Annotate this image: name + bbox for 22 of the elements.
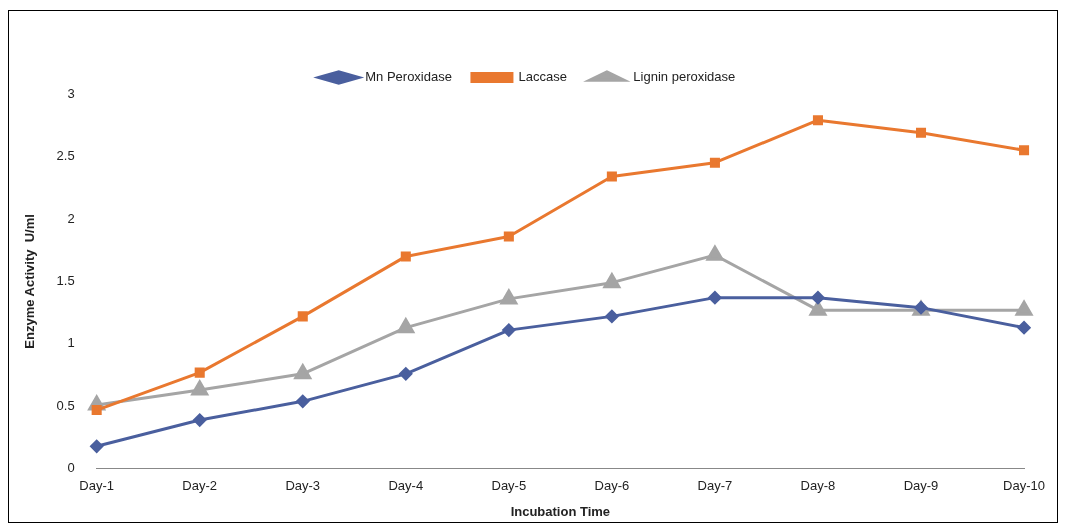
y-tick-label: 1.5 <box>56 272 75 288</box>
legend-label: Lignin peroxidase <box>633 69 736 85</box>
y-tick-label: 2.5 <box>56 148 75 164</box>
y-tick-label: 1 <box>67 335 75 351</box>
y-tick-label: 3 <box>67 85 75 101</box>
x-tick-label: Day-10 <box>1003 478 1046 494</box>
x-tick-label: Day-6 <box>594 478 630 494</box>
y-tick-label: 0.5 <box>56 397 75 413</box>
y-tick-label: 0 <box>67 460 75 476</box>
x-tick-label: Day-3 <box>285 478 321 494</box>
x-tick-label: Day-2 <box>182 478 218 494</box>
x-tick-label: Day-7 <box>697 478 733 494</box>
x-tick-label: Day-4 <box>388 478 424 494</box>
x-tick-label: Day-8 <box>800 478 836 494</box>
x-tick-label: Day-5 <box>491 478 527 494</box>
x-tick-label: Day-9 <box>903 478 939 494</box>
x-tick-label: Day-1 <box>79 478 115 494</box>
legend-label: Laccase <box>518 69 567 85</box>
y-axis-title: Enzyme Activity U/ml <box>22 214 38 349</box>
x-axis-title: Incubation Time <box>510 503 611 519</box>
y-tick-label: 2 <box>67 210 75 226</box>
legend-label: Mn Peroxidase <box>365 69 452 85</box>
